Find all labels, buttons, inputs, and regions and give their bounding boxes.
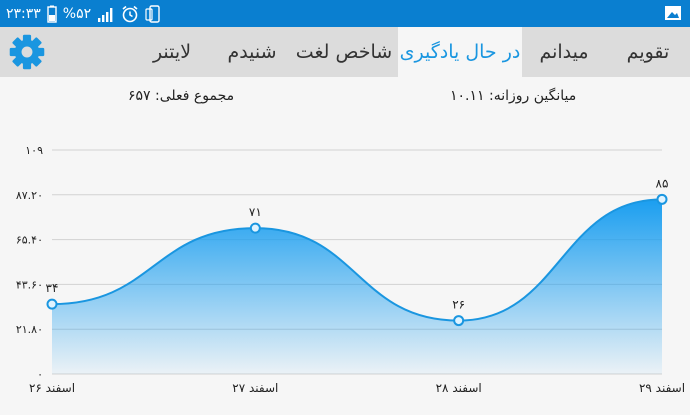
battery-percent: %۵۲ (62, 5, 92, 22)
tab-bar: تقویم میدانم در حال یادگیری شاخص لغت شنی… (0, 27, 690, 77)
x-tick-label: ۲۸ اسفند (436, 381, 482, 395)
current-total-label: مجموع فعلی: ۶۵۷ (128, 88, 235, 104)
data-point (249, 222, 261, 234)
battery-icon (47, 5, 57, 23)
tab-heard[interactable]: شنیدم (227, 41, 277, 63)
y-tick-label: ۶۵.۴۰ (16, 234, 43, 247)
tab-word-index[interactable]: شاخص لغت (295, 41, 393, 63)
tab-learning[interactable]: در حال یادگیری (398, 27, 522, 77)
status-left: ۲۳:۳۳ %۵۲ (6, 0, 161, 27)
phone-icon (145, 4, 160, 23)
tab-known[interactable]: میدانم (539, 41, 589, 63)
data-label: ۸۵ (656, 176, 669, 190)
area-fill (52, 199, 662, 374)
y-tick-label: ۱۰۹ (25, 144, 43, 157)
x-tick-label: ۲۹ اسفند (639, 381, 685, 395)
x-tick-label: ۲۷ اسفند (232, 381, 278, 395)
y-tick-label: ۰ (37, 368, 43, 381)
data-point (656, 193, 668, 205)
data-label: ۲۶ (452, 298, 465, 312)
x-tick-label: ۲۶ اسفند (29, 381, 75, 395)
signal-icon (98, 7, 113, 22)
data-point (46, 298, 58, 310)
series-line (51, 198, 663, 322)
status-bar: ۲۳:۳۳ %۵۲ (0, 0, 690, 27)
y-tick-label: ۸۷.۲۰ (16, 189, 43, 202)
alarm-clock-icon (122, 5, 138, 22)
y-tick-label: ۲۱.۸۰ (16, 323, 43, 336)
progress-area-chart: ۰ ۲۱.۸۰ ۴۳.۶۰ ۶۵.۴۰ ۸۷.۲۰ ۱۰۹ ۳۴ ۲۶ اسفند ۷۱ ۲۷ … (16, 144, 685, 395)
tab-calendar[interactable]: تقویم (626, 41, 670, 63)
data-point (453, 315, 465, 327)
data-label: ۳۴ (46, 281, 59, 295)
data-label: ۷۱ (249, 205, 262, 219)
tab-leitner[interactable]: لایتنر (152, 41, 192, 63)
clock-text: ۲۳:۳۳ (6, 5, 41, 22)
y-tick-label: ۴۳.۶۰ (16, 278, 43, 291)
daily-average-label: میانگین روزانه: ۱۰.۱۱ (450, 88, 577, 104)
gear-icon[interactable] (6, 32, 48, 72)
image-notification-icon (665, 6, 681, 20)
